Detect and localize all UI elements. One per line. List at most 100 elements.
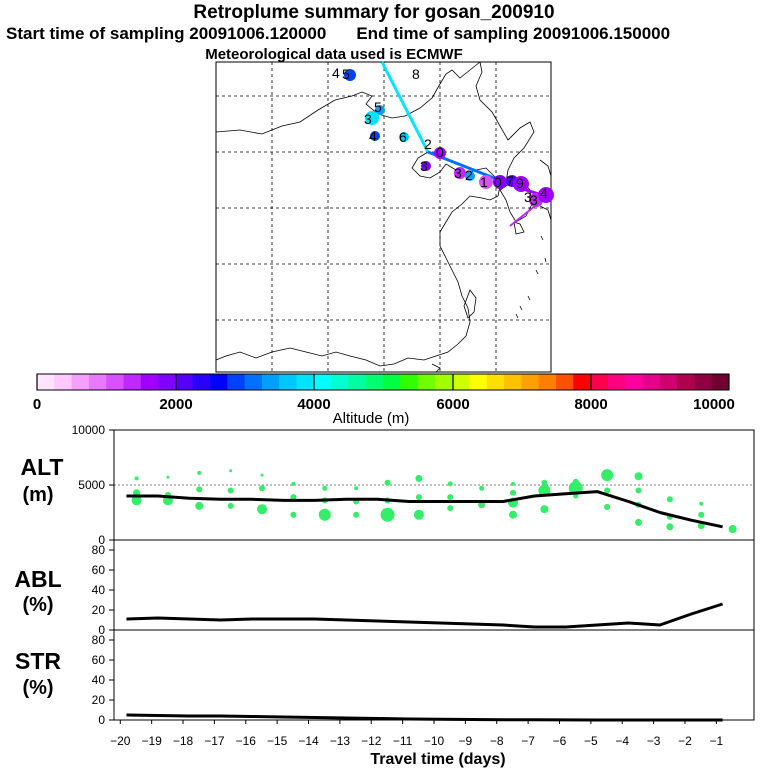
x-tick-label: −15 bbox=[267, 734, 288, 748]
colorbar-cell bbox=[88, 374, 107, 390]
map-cluster-label: 1 bbox=[480, 174, 488, 190]
alt-cluster-marker bbox=[666, 523, 674, 531]
map-cluster-label: 4 bbox=[369, 128, 377, 144]
alt-cluster-marker bbox=[572, 478, 579, 485]
y-tick-label: 80 bbox=[92, 633, 106, 647]
x-tick-label: −5 bbox=[584, 734, 598, 748]
y-tick-label: 60 bbox=[92, 653, 106, 667]
str-panel-label: STR bbox=[15, 648, 61, 674]
colorbar-cell bbox=[158, 374, 176, 390]
colorbar-cell bbox=[694, 374, 713, 390]
str-panel: STR (%) 80 60 40 20 0 bbox=[15, 629, 755, 727]
x-tick-label: −20 bbox=[110, 734, 131, 748]
colorbar-cells bbox=[36, 374, 730, 390]
colorbar-cell bbox=[227, 374, 246, 390]
alt-cluster-marker bbox=[666, 496, 673, 503]
colorbar-cell bbox=[607, 374, 626, 390]
alt-cluster-marker bbox=[290, 494, 297, 501]
alt-cluster-marker bbox=[447, 505, 454, 512]
map-cluster-label: 2 bbox=[465, 167, 473, 183]
colorbar-tick-label: 4000 bbox=[297, 396, 330, 413]
series-line bbox=[126, 602, 724, 629]
y-tick-label: 10000 bbox=[72, 423, 106, 437]
colorbar-cell bbox=[642, 374, 661, 390]
alt-cluster-marker bbox=[291, 481, 296, 486]
abl-panel: ABL (%) 80 60 40 20 0 bbox=[14, 539, 755, 637]
colorbar-cell bbox=[521, 374, 540, 390]
alt-cluster-marker bbox=[510, 489, 517, 496]
x-tick-label: −11 bbox=[393, 734, 413, 748]
colorbar-cell bbox=[383, 374, 401, 390]
alt-cluster-marker bbox=[634, 472, 643, 481]
y-tick-label: 40 bbox=[92, 673, 106, 687]
colorbar-frame bbox=[36, 373, 730, 391]
alt-panel-label: ALT bbox=[20, 454, 63, 480]
colorbar-ticks: 0 2000 4000 6000 8000 10000 bbox=[33, 396, 735, 413]
colorbar-cell bbox=[313, 374, 332, 390]
colorbar-cell bbox=[469, 374, 488, 390]
map-cluster-label: 5 bbox=[342, 66, 350, 82]
colorbar-cell bbox=[261, 374, 280, 390]
alt-cluster-marker bbox=[257, 504, 268, 515]
alt-cluster-marker bbox=[259, 485, 266, 492]
alt-cluster-marker bbox=[380, 507, 395, 522]
x-axis-ticks: −20 −19 −18 −17 −16 −15 −14 −13 −12 −11 −10 −9 −8 −7 −… bbox=[110, 720, 724, 748]
cluster-marker bbox=[538, 187, 554, 203]
series-line bbox=[126, 490, 723, 529]
colorbar-cell bbox=[331, 374, 349, 390]
map-cluster-label: 4 bbox=[540, 185, 548, 201]
colorbar-cell bbox=[244, 374, 263, 390]
colorbar-cell bbox=[711, 374, 730, 390]
colorbar-cell bbox=[106, 374, 124, 390]
colorbar-cell bbox=[296, 374, 315, 390]
alt-cluster-marker bbox=[540, 505, 549, 514]
alt-y-ticks: 10000 5000 0 bbox=[72, 423, 114, 547]
colorbar-cell bbox=[37, 374, 55, 390]
x-tick-label: −1 bbox=[710, 734, 724, 748]
cluster-marker bbox=[493, 175, 507, 189]
alt-cluster-marker bbox=[131, 495, 142, 506]
alt-cluster-marker bbox=[415, 494, 422, 501]
colorbar-cell bbox=[365, 374, 384, 390]
alt-cluster-marker bbox=[133, 489, 141, 497]
map-cluster-label: 3 bbox=[420, 158, 428, 174]
alt-cluster-marker bbox=[635, 518, 643, 526]
y-tick-label: 40 bbox=[92, 583, 106, 597]
map-cluster-label: 4 bbox=[332, 65, 340, 81]
alt-cluster-marker bbox=[384, 479, 391, 486]
alt-cluster-marker bbox=[134, 476, 139, 481]
abl-panel-unit: (%) bbox=[22, 594, 53, 616]
x-tick-label: −10 bbox=[424, 734, 445, 748]
colorbar-cell bbox=[504, 374, 522, 390]
alt-panel: ALT (m) 10000 5000 0 bbox=[20, 423, 755, 547]
colorbar-cell bbox=[123, 374, 142, 390]
x-tick-label: −12 bbox=[361, 734, 382, 748]
cluster-marker bbox=[454, 167, 466, 179]
x-tick-label: −4 bbox=[615, 734, 629, 748]
altitude-colorbar: 0 2000 4000 6000 8000 10000 Altitude (m) bbox=[33, 373, 735, 427]
trajectory-segment bbox=[380, 61, 430, 153]
map-cluster-label: 5 bbox=[374, 99, 382, 115]
cluster-marker bbox=[465, 171, 475, 181]
alt-cluster-marker bbox=[604, 504, 611, 510]
alt-cluster-marker bbox=[413, 509, 424, 520]
alt-cluster-marker bbox=[322, 485, 328, 491]
y-tick-label: 80 bbox=[92, 543, 106, 557]
alt-cluster-marker bbox=[728, 525, 737, 533]
alt-cluster-marker bbox=[541, 479, 548, 486]
map-cluster-label: 0 bbox=[494, 174, 502, 190]
end-time-label: End time of sampling 20091006.150000 bbox=[356, 24, 671, 43]
colorbar-cell bbox=[486, 374, 505, 390]
x-axis-label: Travel time (days) bbox=[370, 751, 505, 768]
colorbar-cell bbox=[677, 374, 695, 390]
alt-panel-unit: (m) bbox=[22, 484, 53, 506]
map-cluster-label: 3 bbox=[530, 192, 538, 208]
cluster-marker bbox=[370, 131, 380, 141]
start-time-label: Start time of sampling 20091006.120000 bbox=[6, 24, 327, 43]
series-line bbox=[126, 713, 723, 722]
x-tick-label: −18 bbox=[173, 734, 194, 748]
alt-cluster-marker bbox=[227, 502, 234, 509]
alt-cluster-marker bbox=[447, 494, 454, 501]
colorbar-cell bbox=[625, 374, 643, 390]
cluster-marker bbox=[513, 176, 529, 192]
